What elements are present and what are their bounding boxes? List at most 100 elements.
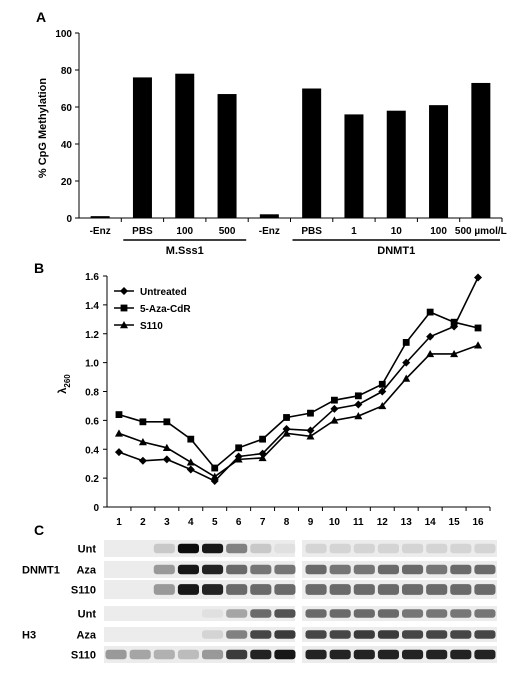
panel-c-blot-row: Unt [78,606,497,621]
panel-b-x-tick-label: 13 [401,517,413,528]
panel-b-marker-square [283,414,290,421]
panel-a-x-tick-label: 500 [219,226,236,237]
panel-c-band [202,543,224,554]
panel-a-y-tick-label: 60 [61,103,73,114]
panel-b-line-chart: 00.20.40.60.81.01.21.41.61 2 3 4 5 6 7 8 9 10 11 12… [57,272,491,528]
panel-c-label: C [34,522,44,538]
panel-c-band [377,564,399,575]
panel-a-bar [259,214,279,218]
panel-b-x-tick-label: 7 [260,517,266,528]
panel-c-band [474,584,496,595]
panel-c-band [226,609,248,618]
panel-c-blot-strip [302,561,497,578]
panel-c-blot-row: Unt [78,540,497,557]
panel-b-axes: 00.20.40.60.81.01.21.41.61 2 3 4 5 6 7 8 9 10 11 12… [85,272,491,528]
panel-b-marker-square [307,409,314,417]
panel-b-y-axis-label: λ260 [57,374,72,394]
panel-b-marker-diamond [282,425,291,434]
panel-b-x-tick-label: 15 [449,517,461,528]
panel-b-marker-triangle [282,429,291,437]
panel-c-band [226,584,248,595]
panel-a-y-tick-label: 40 [61,140,73,151]
panel-b-label: B [34,260,44,276]
panel-b-marker-diamond [162,455,171,464]
panel-b-marker-square [474,324,482,332]
panel-c-blot-strip [104,561,295,578]
panel-c-band [353,543,375,554]
panel-b-y-label-sub: 260 [63,374,72,388]
panel-c-band [226,543,248,554]
panel-c-band [450,584,472,595]
panel-b-y-label-main: λ [57,388,69,394]
panel-c-band [274,630,296,639]
panel-b-marker-square [139,418,147,426]
panel-a-y-tick-label: 80 [61,66,73,77]
panel-b-marker-square [354,392,362,400]
panel-a-bar [386,110,406,218]
panel-b-y-tick-label: 1.4 [85,301,99,312]
panel-a-bar [132,77,152,219]
panel-b-x-tick-label: 1 [116,517,122,528]
panel-b-y-tick-label: 1.0 [85,359,99,370]
panel-b-marker-triangle [402,374,411,382]
panel-a-bar [429,105,449,218]
panel-b-legend-label: S110 [140,321,163,332]
panel-b-marker-diamond [330,404,339,413]
panel-c-band [177,564,199,575]
panel-c-blot-strip [104,627,295,642]
panel-a-x-tick-label: -Enz [90,226,111,237]
panel-c-band [329,543,351,554]
panel-c-band [377,630,399,639]
panel-b-marker-triangle [378,401,387,410]
panel-a-x-tick-label: -Enz [259,226,280,237]
panel-c-band [474,543,496,554]
panel-b-marker-square [163,418,171,426]
panel-a-x-tick-label: 500 µmol/L [455,226,507,237]
panel-c-band [305,649,327,660]
panel-a-groups: M.Sss1 DNMT1 [123,239,500,257]
panel-c-band [153,543,175,554]
panel-c-band [426,649,448,660]
panel-c-blot-strip [302,627,497,642]
panel-b-series-square [115,308,482,472]
panel-a-bar-chart: 0 20 40 60 80 100 -Enz PBS 100 500 -Enz PBS 1 10 100 5… [37,29,507,257]
panel-a-y-tick-label: 0 [66,214,72,225]
panel-c-band [226,630,248,639]
panel-c-band [274,609,296,618]
panel-b-marker-diamond [306,426,315,435]
panel-b-marker-diamond [186,465,195,474]
panel-c-band [474,609,496,618]
panel-a-x-tick-label: PBS [132,226,153,237]
panel-c-band [305,609,327,618]
panel-c-band [426,609,448,618]
panel-c-band [353,630,375,639]
svg-text:λ260: λ260 [57,374,72,394]
panel-a-label: A [36,9,46,25]
panel-c-band [450,564,472,575]
panel-c-band [450,543,472,554]
panel-b-marker-triangle [306,432,315,440]
panel-b-series-line [118,277,479,482]
panel-b-x-tick-label: 2 [140,517,146,528]
panel-c-band [250,630,272,639]
panel-c-band [402,649,424,660]
panel-b-marker-square [402,339,410,346]
panel-c-blot-row: S110 [71,646,497,663]
panel-b-marker-triangle [474,341,483,349]
panel-c-band [202,564,224,575]
panel-b-legend-label: Untreated [140,287,187,298]
panel-b-marker-square [426,308,434,316]
panel-c-blot-strip [104,580,295,599]
panel-b-marker-square [450,318,458,326]
panel-c-band [426,543,448,554]
panel-c-band [402,564,424,575]
panel-c-blot-strip [104,540,295,557]
panel-a-bars [90,73,491,219]
panel-b-x-tick-label: 3 [164,517,170,528]
panel-c-blot-row: S110 [71,580,497,599]
panel-c-band [377,584,399,595]
panel-c-band [177,584,199,595]
panel-b-marker-square [187,435,195,443]
panel-b-x-tick-label: 14 [425,517,437,528]
panel-b-marker-triangle [114,429,123,437]
